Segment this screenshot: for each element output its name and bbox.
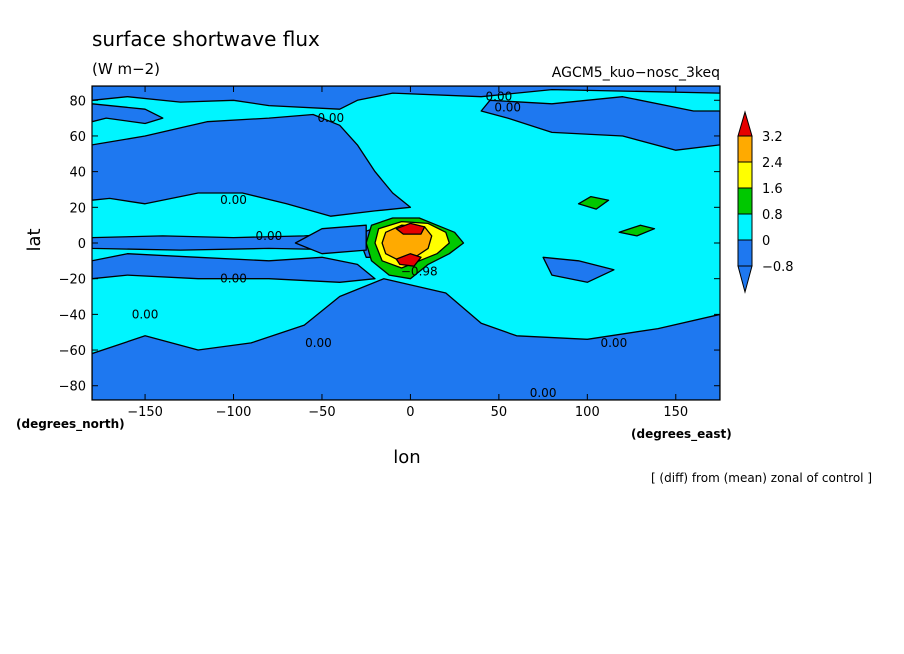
colorbar-box xyxy=(737,161,753,189)
contour-east-pacific-negative xyxy=(294,224,367,255)
colorbar-label: 0.8 xyxy=(762,208,783,223)
x-unit-label: (degrees_east) xyxy=(631,427,732,442)
y-tick-label: 40 xyxy=(69,166,86,181)
colorbar-label: 1.6 xyxy=(762,182,783,197)
plot-area: 0.000.000.000.000.000.00−0.980.000.00 0.0… xyxy=(91,85,721,401)
y-tick-label: 80 xyxy=(69,94,86,109)
y-unit-label: (degrees_north) xyxy=(16,417,125,432)
y-tick-label: 20 xyxy=(69,201,86,216)
contour-label: −0.98 xyxy=(401,265,438,279)
colorbar: −0.8 0 0.8 1.6 2.4 3.2 xyxy=(737,110,794,294)
y-tick-label: 0 xyxy=(78,237,86,252)
x-tick-label: 0 xyxy=(406,405,414,420)
contour-label: 0.00 xyxy=(256,229,283,243)
contour-north-pacific-negative xyxy=(92,103,164,125)
contour-north-polar-negative xyxy=(92,86,720,110)
contour-label: 0.00 xyxy=(220,193,247,207)
contour-label: 0.00 xyxy=(486,90,513,104)
run-label: AGCM5_kuo−nosc_3keq xyxy=(552,65,720,81)
x-tick-label: −100 xyxy=(216,405,252,420)
contour-label: 0.00 xyxy=(530,386,557,400)
contour-label: 0.00 xyxy=(317,111,344,125)
colorbar-bottom-arrow xyxy=(737,265,753,294)
contour-ne-pacific-negative xyxy=(480,96,720,151)
contour-africa-red-south xyxy=(395,253,422,267)
contour-south-tropical-negative xyxy=(92,253,376,283)
axes: −150 −100 −50 0 50 100 150 80 60 40 20 0 −20 −40 −60 −8… xyxy=(59,86,720,420)
chart-title: surface shortwave flux xyxy=(92,27,320,51)
contour-label: 0.00 xyxy=(600,336,627,350)
contour-southern-ocean-negative xyxy=(92,278,720,400)
y-axis-label: lat xyxy=(24,228,45,251)
colorbar-label: −0.8 xyxy=(762,260,794,275)
colorbar-top-arrow xyxy=(737,110,753,137)
contour-africa-red-north xyxy=(395,222,426,235)
contour-indian-ocean-negative xyxy=(542,256,615,283)
contour-label: 0.00 xyxy=(494,100,521,114)
y-tick-label: −80 xyxy=(59,380,86,395)
y-tick-label: −60 xyxy=(59,344,86,359)
colorbar-label: 2.4 xyxy=(762,156,783,171)
colorbar-box xyxy=(737,213,753,241)
chart-units: (W m−2) xyxy=(92,60,160,78)
footnote: [ (diff) from (mean) zonal of control ] xyxy=(651,471,872,485)
contour-label: 0.00 xyxy=(132,307,159,321)
contour-label: 0.00 xyxy=(305,336,332,350)
colorbar-label: 3.2 xyxy=(762,130,783,145)
colorbar-box xyxy=(737,187,753,215)
y-tick-label: 60 xyxy=(69,130,86,145)
contour-north-midlat-negative xyxy=(92,113,412,217)
contour-india-positive xyxy=(577,195,610,210)
colorbar-box xyxy=(737,135,753,163)
y-tick-label: −20 xyxy=(59,273,86,288)
contour-maritime-positive xyxy=(618,224,656,237)
x-tick-label: −150 xyxy=(127,405,163,420)
colorbar-box xyxy=(737,239,753,267)
x-tick-label: 100 xyxy=(575,405,600,420)
x-axis-label: lon xyxy=(393,447,420,468)
contour-label: 0.00 xyxy=(220,272,247,286)
x-tick-label: 50 xyxy=(491,405,508,420)
x-tick-label: −50 xyxy=(308,405,335,420)
y-tick-label: −40 xyxy=(59,308,86,323)
x-tick-label: 150 xyxy=(663,405,688,420)
colorbar-label: 0 xyxy=(762,234,770,249)
